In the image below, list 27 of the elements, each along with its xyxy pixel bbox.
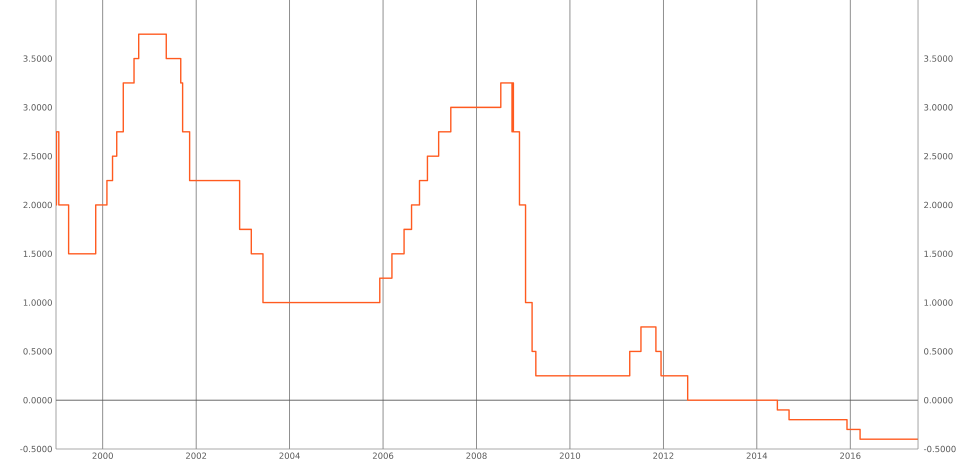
y2-tick-label: 3.0000 (924, 104, 953, 111)
y-tick-label: 2.5000 (23, 152, 52, 160)
y-tick-label: 0.0000 (23, 396, 52, 404)
x-tick-label: 2004 (279, 452, 300, 459)
y-tick-label: 2.0000 (23, 202, 52, 208)
y2-tick-label: 2.5000 (924, 152, 953, 160)
y-tick-label: 3.0000 (23, 104, 52, 111)
y2-tick-label: 0.0000 (924, 396, 953, 404)
y2-tick-label: 1.0000 (924, 299, 953, 306)
x-tick-label: 2008 (466, 452, 487, 459)
y-tick-label: 0.5000 (23, 348, 52, 355)
y-tick-label: -0.5000 (20, 446, 52, 452)
x-tick-label: 2012 (653, 452, 674, 459)
y2-tick-label: 2.0000 (924, 202, 953, 208)
x-tick-label: 2014 (746, 452, 768, 459)
x-tick-label: 2010 (560, 452, 580, 459)
x-tick-label: 2002 (186, 452, 206, 459)
y2-tick-label: 0.5000 (924, 348, 953, 355)
x-tick-label: 2016 (840, 452, 861, 459)
y2-tick-label: -0.5000 (924, 446, 956, 452)
y2-tick-label: 3.5000 (924, 55, 953, 62)
y-tick-label: 3.5000 (23, 55, 52, 62)
x-tick-label: 2006 (372, 452, 394, 459)
x-tick-label: 2000 (92, 452, 113, 459)
y2-tick-label: 1.5000 (924, 250, 953, 257)
y-tick-label: 1.5000 (24, 250, 52, 257)
y-tick-label: 1.0000 (24, 299, 52, 306)
